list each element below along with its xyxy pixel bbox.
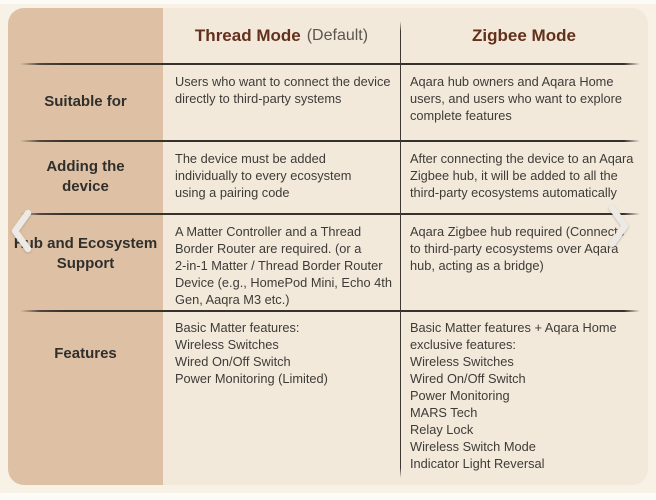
table-corner-cell: [8, 8, 163, 63]
row-label-hub-ecosystem-support: Hub and Ecosystem Support: [13, 234, 158, 272]
thread-cell-features: Basic Matter features: Wireless Switches…: [175, 320, 328, 386]
thread-cell-suitable-for: Users who want to connect the device dir…: [175, 74, 391, 106]
zigbee-cell-suitable-for: Aqara hub owners and Aqara Home users, a…: [410, 74, 622, 123]
table-grid: Thread Mode (Default) Zigbee Mode Suitab…: [8, 8, 648, 485]
thread-cell-adding-the-device: The device must be added individually to…: [175, 151, 352, 200]
thread-mode-subtitle: (Default): [306, 26, 369, 44]
row-separator-line: [20, 310, 640, 312]
thread-cell-hub-ecosystem-support: A Matter Controller and a Thread Border …: [175, 224, 392, 307]
zigbee-mode-header: Zigbee Mode: [400, 8, 648, 63]
column-divider-line: [400, 21, 402, 478]
carousel-prev-button[interactable]: [8, 208, 34, 254]
row-label-column-background: [8, 8, 163, 485]
row-separator-line: [20, 213, 640, 215]
zigbee-cell-adding-the-device: After connecting the device to an Aqara …: [410, 151, 634, 200]
zigbee-cell-features: Basic Matter features + Aqara Home exclu…: [410, 320, 617, 471]
row-separator-line: [20, 140, 640, 142]
row-label-suitable-for: Suitable for: [44, 92, 127, 110]
zigbee-cell-hub-ecosystem-support: Aqara Zigbee hub required (Connects to t…: [410, 224, 625, 273]
chevron-left-icon: [8, 209, 34, 257]
comparison-table: Thread Mode (Default) Zigbee Mode Suitab…: [8, 8, 648, 485]
carousel-next-button[interactable]: [606, 203, 632, 249]
row-label-adding-the-device: Adding the device: [46, 157, 125, 195]
zigbee-mode-title: Zigbee Mode: [472, 25, 576, 45]
row-label-features: Features: [54, 345, 117, 362]
row-separator-line: [20, 63, 640, 65]
thread-mode-header: Thread Mode (Default): [163, 8, 400, 63]
chevron-right-icon: [606, 204, 632, 252]
thread-mode-title: Thread Mode: [194, 25, 301, 45]
